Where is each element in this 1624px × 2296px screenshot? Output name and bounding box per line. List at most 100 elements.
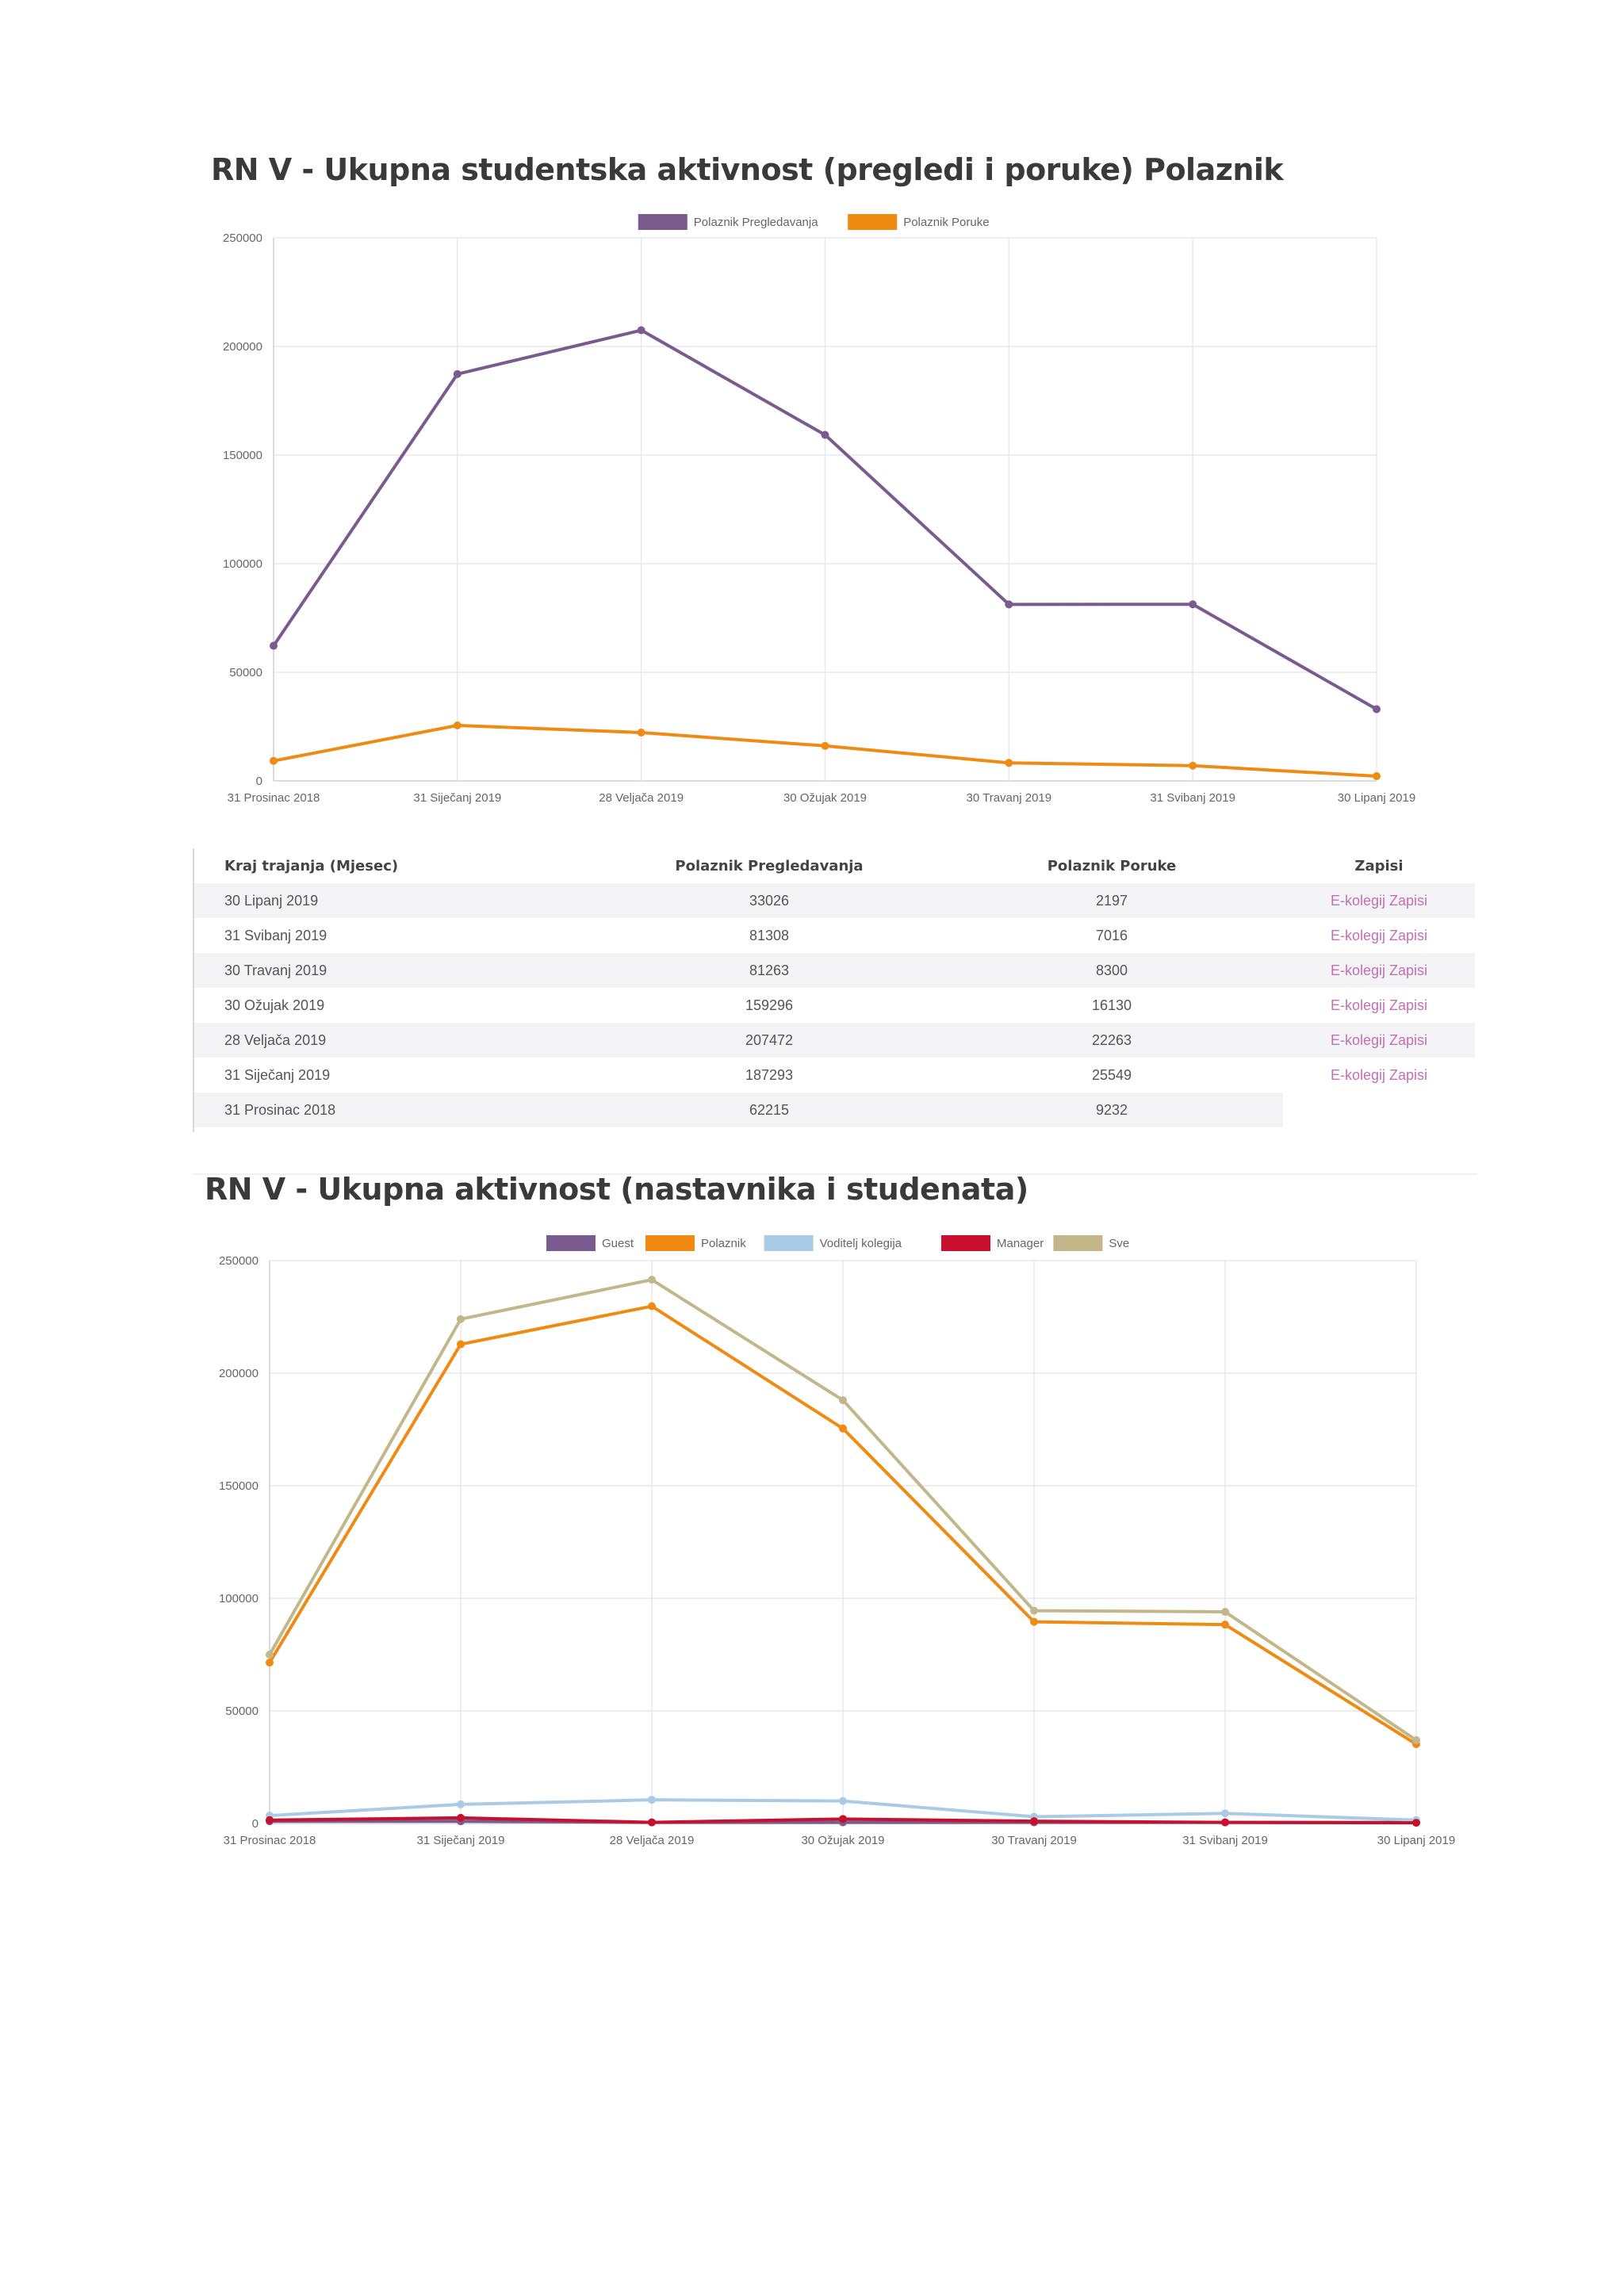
cell-messages: 7016 [1095, 927, 1128, 943]
data-point [637, 728, 645, 737]
data-point [839, 1424, 847, 1433]
data-point [1412, 1819, 1420, 1827]
data-point [648, 1818, 656, 1827]
data-point [1030, 1617, 1038, 1626]
cell-month: 31 Siječanj 2019 [224, 1066, 331, 1083]
data-point [648, 1276, 656, 1284]
table-row: 28 Veljača 2019 207472 22263 E-kolegij Z… [194, 1023, 1475, 1058]
x-tick-label: 31 Siječanj 2019 [413, 791, 501, 805]
table-header-row: Kraj trajanja (Mjesec) Polaznik Pregleda… [194, 848, 1475, 883]
data-point [1221, 1608, 1229, 1617]
x-tick-label: 30 Travanj 2019 [967, 791, 1052, 805]
data-point [821, 741, 829, 750]
data-point [1005, 600, 1013, 609]
cell-messages: 9232 [940, 1093, 1283, 1127]
legend-label: Polaznik Poruke [903, 216, 989, 229]
y-tick-label: 0 [252, 1817, 259, 1831]
cell-month: 30 Travanj 2019 [194, 953, 598, 988]
x-tick-label: 30 Ožujak 2019 [783, 791, 867, 805]
cell-month: 31 Prosinac 2018 [194, 1093, 598, 1127]
legend-label: Voditelj kolegija [820, 1237, 902, 1250]
cell-messages: 8300 [940, 953, 1283, 988]
legend-swatch [848, 214, 898, 230]
data-point [1373, 705, 1381, 714]
legend-label: Polaznik [701, 1237, 746, 1250]
x-tick-label: 30 Lipanj 2019 [1377, 1834, 1455, 1847]
col-header-month[interactable]: Kraj trajanja (Mjesec) [224, 857, 399, 874]
data-point [270, 641, 278, 650]
cell-views: 81263 [598, 953, 940, 988]
data-point [1030, 1606, 1038, 1615]
cell-views: 62215 [598, 1093, 940, 1127]
data-point [839, 1815, 847, 1823]
data-point [453, 721, 462, 729]
records-link[interactable]: E-kolegij Zapisi [1330, 927, 1428, 943]
col-header-records: Zapisi [1354, 857, 1404, 874]
y-tick-label: 150000 [223, 449, 262, 462]
data-point [821, 430, 829, 439]
cell-views: 207472 [598, 1023, 940, 1058]
legend-label: Guest [602, 1237, 634, 1250]
cell-views: 81308 [749, 927, 790, 943]
x-tick-label: 31 Svibanj 2019 [1150, 791, 1235, 805]
data-point [266, 1816, 274, 1824]
legend-swatch [546, 1235, 596, 1251]
chart1: 0 50000 100000 150000 200000 250000 31 Prosina… [223, 214, 1415, 805]
cell-messages: 25549 [1091, 1066, 1132, 1083]
table-row: 31 Prosinac 2018 62215 9232 [194, 1093, 1475, 1127]
legend-swatch [1053, 1235, 1103, 1251]
legend-swatch [764, 1235, 814, 1251]
records-link[interactable]: E-kolegij Zapisi [1330, 1066, 1428, 1083]
cell-month: 30 Ožujak 2019 [224, 997, 325, 1013]
cell-views: 187293 [745, 1066, 794, 1083]
x-tick-label: 28 Veljača 2019 [599, 791, 684, 805]
x-tick-label: 28 Veljača 2019 [610, 1834, 695, 1847]
records-link[interactable]: E-kolegij Zapisi [1283, 883, 1475, 918]
data-point [453, 369, 462, 378]
records-link[interactable]: E-kolegij Zapisi [1283, 953, 1475, 988]
data-point [270, 756, 278, 765]
data-point [457, 1813, 465, 1822]
cell-views: 33026 [598, 883, 940, 918]
y-tick-label: 150000 [219, 1479, 259, 1493]
y-tick-label: 200000 [223, 340, 262, 354]
data-point [1221, 1621, 1229, 1629]
x-tick-label: 31 Siječanj 2019 [417, 1834, 505, 1847]
table-row: 31 Svibanj 2019 81308 7016 E-kolegij Zap… [194, 918, 1475, 953]
data-point [637, 326, 645, 335]
y-tick-label: 50000 [229, 666, 262, 679]
data-point [1412, 1735, 1420, 1744]
data-point [648, 1796, 656, 1804]
table-row: 30 Travanj 2019 81263 8300 E-kolegij Zap… [194, 953, 1475, 988]
data-point [839, 1396, 847, 1405]
records-link[interactable]: E-kolegij Zapisi [1283, 1023, 1475, 1058]
y-tick-label: 250000 [223, 232, 262, 245]
y-tick-label: 250000 [219, 1254, 259, 1268]
col-header-views[interactable]: Polaznik Pregledavanja [675, 857, 864, 874]
activity-table: Kraj trajanja (Mjesec) Polaznik Pregleda… [193, 848, 1475, 1132]
y-tick-label: 0 [256, 775, 262, 788]
cell-month: 30 Lipanj 2019 [194, 883, 598, 918]
legend-swatch [638, 214, 688, 230]
cell-month: 31 Svibanj 2019 [224, 927, 327, 943]
y-tick-label: 100000 [223, 557, 262, 571]
data-point [1221, 1818, 1229, 1827]
data-point [457, 1314, 465, 1323]
data-point [266, 1651, 274, 1659]
data-point [457, 1340, 465, 1349]
x-tick-label: 30 Ožujak 2019 [801, 1834, 884, 1847]
records-link[interactable]: E-kolegij Zapisi [1330, 997, 1428, 1013]
x-tick-label: 31 Svibanj 2019 [1182, 1834, 1268, 1847]
cell-messages: 2197 [940, 883, 1283, 918]
data-point [457, 1800, 465, 1808]
cell-messages: 16130 [1091, 997, 1132, 1013]
section-divider [193, 1173, 1477, 1175]
chart1-title: RN V - Ukupna studentska aktivnost (preg… [211, 152, 1284, 187]
data-point [1189, 761, 1197, 770]
cell-month: 28 Veljača 2019 [194, 1023, 598, 1058]
col-header-messages[interactable]: Polaznik Poruke [1047, 857, 1177, 874]
data-point [1005, 759, 1013, 767]
x-tick-label: 30 Lipanj 2019 [1338, 791, 1415, 805]
x-tick-label: 31 Prosinac 2018 [224, 1834, 316, 1847]
table-row: 30 Lipanj 2019 33026 2197 E-kolegij Zapi… [194, 883, 1475, 918]
